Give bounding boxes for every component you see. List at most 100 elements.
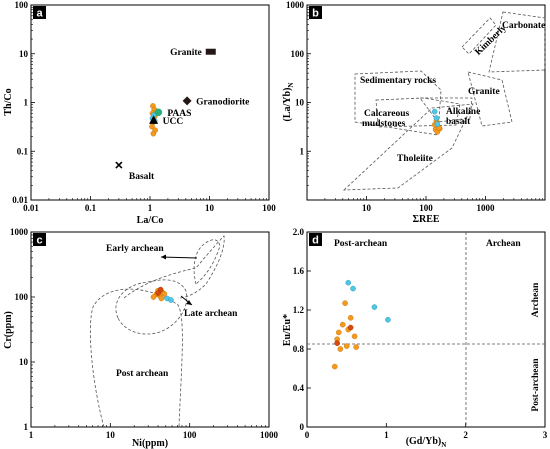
- ref-marker-granite: [205, 48, 216, 55]
- field-label-early-archean: Early archean: [106, 244, 164, 254]
- data-point-red: [334, 340, 340, 346]
- xtick-label: 1000: [260, 430, 279, 440]
- ref-label: Granite: [170, 48, 202, 58]
- panel-c-marks: [150, 286, 174, 303]
- ref-label: Granodiorite: [196, 97, 249, 107]
- data-point-orange: [331, 363, 338, 370]
- field-granite: [467, 71, 513, 127]
- panel-c-fields: [89, 235, 225, 428]
- panel-c-ylabel: Cr(ppm): [3, 311, 14, 349]
- panel-d-label: d: [312, 235, 319, 247]
- field-label-sedimentary: Sedimentary rocks: [360, 76, 436, 86]
- data-point-orange: [149, 123, 155, 130]
- data-point-orange: [150, 294, 157, 300]
- data-point-orange: [342, 300, 348, 306]
- xtick-label: 2: [463, 430, 468, 440]
- ytick-label: 2.0: [293, 227, 305, 237]
- field-label-post-archean: Post archean: [116, 369, 169, 379]
- field-label-archean-top: Archean: [486, 239, 521, 249]
- xtick-label: 10: [106, 430, 116, 440]
- ytick-label: 100: [15, 292, 29, 302]
- ytick-label: 0.4: [293, 383, 305, 393]
- field-label-archean-right: Archean: [531, 282, 541, 317]
- panel-d-ylabel: Eu/Eu*: [282, 314, 293, 346]
- ref-marker-ucc: [149, 115, 159, 124]
- panel-c-xlabel: Ni(ppm): [132, 438, 168, 449]
- field-label-granite: Granite: [468, 87, 500, 97]
- panel-c-label-bg: [33, 233, 46, 246]
- panel-b-ticks: 10 100 1000 1 10 100 1000: [286, 0, 543, 213]
- ref-label: Basalt: [129, 172, 155, 182]
- ytick-label: 10: [295, 98, 305, 108]
- field-tholeiite: [342, 103, 474, 191]
- data-point-orange: [351, 333, 358, 340]
- xtick-label: 1: [29, 430, 34, 440]
- ytick-label: 1: [24, 422, 29, 432]
- panel-d-frame: [306, 231, 546, 428]
- panel-a-ticks: 0.01 0.1 1 10 100 0.01 0.1 1 10 100: [12, 0, 276, 213]
- late-archean-arrowhead: [186, 300, 192, 305]
- early-archean-arrowhead: [161, 254, 166, 260]
- ytick-label: 10: [19, 49, 29, 59]
- xtick-label: 10: [362, 203, 372, 213]
- panel-a-xlabel: La/Co: [137, 215, 164, 226]
- ytick-label: 1: [300, 146, 305, 156]
- panel-d-xlabel-main: (Gd/Yb): [406, 436, 442, 447]
- field-sedimentary: [354, 70, 442, 136]
- xtick-label: 3: [543, 430, 548, 440]
- ytick-label: 10: [19, 357, 29, 367]
- ytick-label: 100: [291, 49, 305, 59]
- ytick-label: 1000: [286, 0, 305, 10]
- data-point-cyan: [431, 108, 438, 115]
- ytick-label: 1.2: [293, 305, 305, 315]
- field-label-mudstones: mudstones: [362, 119, 406, 129]
- panel-b-ylabel-sub: N: [287, 83, 295, 88]
- field-kimberly: [461, 17, 497, 55]
- ytick-label: 0.01: [12, 195, 28, 205]
- data-point-cyan: [168, 297, 174, 303]
- xtick-label: 1: [384, 430, 389, 440]
- panel-b-frame: [306, 4, 546, 201]
- panel-d-xlabel-sub: N: [441, 441, 446, 449]
- field-label-carbonate: Carbonate: [502, 21, 545, 31]
- field-label-late-archean: Late archean: [184, 309, 238, 319]
- data-point-orange: [339, 321, 346, 328]
- early-archean-arrow: [160, 256, 198, 259]
- ref-marker-basalt: [115, 161, 123, 169]
- panel-a-ylabel: Th/Co: [3, 88, 14, 115]
- ytick-label: 1.6: [293, 266, 305, 276]
- xtick-label: 0.1: [85, 203, 97, 213]
- ref-marker-granodiorite: [182, 96, 192, 106]
- panel-d-xlabel: (Gd/Yb)N: [406, 436, 447, 449]
- xtick-label: 10: [205, 203, 215, 213]
- data-point-orange: [158, 295, 165, 302]
- data-point-orange: [161, 291, 168, 297]
- ref-label: UCC: [163, 117, 184, 127]
- data-point-cyan: [385, 316, 391, 323]
- field-label-alkaline: Alkaline: [446, 107, 480, 117]
- panel-c: c Early archean Late archean Post archea…: [3, 227, 279, 449]
- panel-b-ylabel: (La/Yb)N: [282, 83, 295, 122]
- ytick-label: 1000: [10, 227, 29, 237]
- data-point-orange: [150, 130, 157, 137]
- data-point-cyan: [434, 121, 441, 127]
- panel-d-marks: [331, 279, 391, 370]
- field-early-archean: [123, 235, 225, 299]
- data-point-orange: [347, 314, 354, 321]
- ytick-label: 1: [24, 98, 29, 108]
- data-point-orange: [335, 329, 342, 336]
- field-label-calcareous: Calcareous: [364, 109, 410, 119]
- panel-c-label: c: [36, 235, 42, 247]
- panel-c-frame: [30, 231, 270, 428]
- xtick-label: 0: [305, 430, 310, 440]
- ytick-label: 0.8: [293, 344, 305, 354]
- field-post-archean: [89, 288, 183, 428]
- field-late-archean: [115, 279, 188, 335]
- ytick-label: 0.1: [17, 146, 29, 156]
- panel-b-fields: [342, 11, 546, 191]
- data-point-orange: [337, 346, 344, 352]
- data-point-orange: [353, 344, 359, 350]
- field-label-tholeiite: Tholeiite: [397, 154, 433, 164]
- ytick-label: 0: [300, 422, 305, 432]
